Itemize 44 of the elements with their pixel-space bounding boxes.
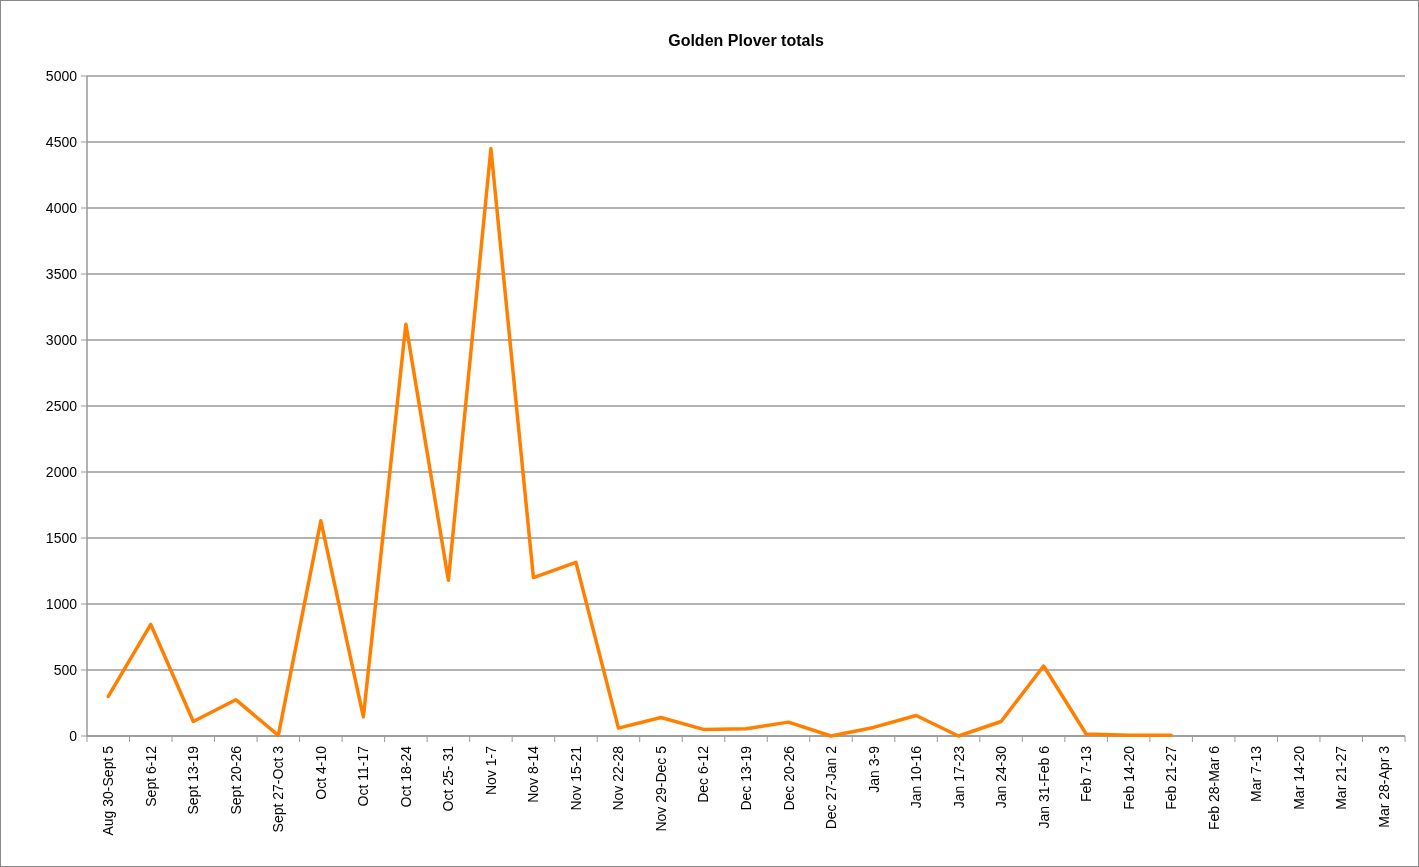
y-tick-label: 2000 [45, 463, 78, 480]
x-tick-label: Jan 17-23 [950, 745, 967, 809]
x-tick-label: Sept 6-12 [142, 745, 159, 807]
chart-title: Golden Plover totals [668, 32, 824, 49]
x-tick-label: Aug 30-Sept 5 [100, 745, 117, 836]
y-tick-label: 5000 [45, 67, 78, 84]
x-tick-label: Nov 15-21 [567, 745, 584, 811]
y-tick-label: 4500 [45, 133, 78, 150]
y-tick-label: 1000 [45, 595, 78, 612]
x-tick-label: Sept 20-26 [227, 745, 244, 815]
y-tick-label: 2500 [45, 397, 78, 414]
x-tick-label: Dec 27-Jan 2 [823, 745, 840, 830]
y-tick-label: 1500 [45, 529, 78, 546]
y-tick-label: 4000 [45, 199, 78, 216]
x-tick-label: Dec 13-19 [738, 745, 754, 811]
x-tick-label: Feb 14-20 [1120, 745, 1137, 810]
x-tick-label: Jan 3-9 [865, 745, 882, 793]
y-tick-label: 3500 [45, 265, 78, 282]
x-tick-label: Jan 31-Feb 6 [1035, 745, 1052, 829]
x-tick-label: Feb 28-Mar 6 [1205, 745, 1222, 831]
x-tick-label: Oct 11-17 [355, 745, 372, 807]
x-tick-label: Nov 8-14 [525, 745, 542, 803]
x-tick-label: Dec 6-12 [695, 745, 712, 803]
x-tick-label: Jan 24-30 [993, 745, 1010, 809]
x-tick-label: Mar 28-Apr 3 [1375, 745, 1392, 828]
x-tick-label: Mar 7-13 [1248, 745, 1265, 803]
x-tick-label: Feb 7-13 [1078, 745, 1095, 803]
x-tick-label: Jan 10-16 [908, 745, 925, 809]
x-tick-label: Sept 13-19 [185, 745, 202, 815]
y-tick-label: 500 [53, 661, 78, 678]
x-tick-label: Sept 27-Oct 3 [270, 745, 287, 833]
x-tick-label: Feb 21-27 [1163, 745, 1180, 810]
x-tick-label: Oct 4-10 [312, 745, 329, 800]
x-tick-label: Mar 21-27 [1333, 745, 1350, 810]
x-tick-label: Oct 18-24 [397, 745, 414, 808]
line-series [106, 146, 1173, 738]
x-tick-label: Mar 14-20 [1290, 745, 1307, 810]
x-tick-label: Nov 1-7 [482, 745, 499, 796]
y-tick-label: 0 [69, 727, 78, 744]
x-tick-label: Nov 29-Dec 5 [652, 745, 669, 832]
x-tick-label: Nov 22-28 [610, 745, 627, 811]
x-tick-label: Oct 25- 31 [440, 745, 457, 812]
x-tick-label: Dec 20-26 [780, 745, 797, 811]
y-tick-label: 3000 [45, 331, 78, 348]
